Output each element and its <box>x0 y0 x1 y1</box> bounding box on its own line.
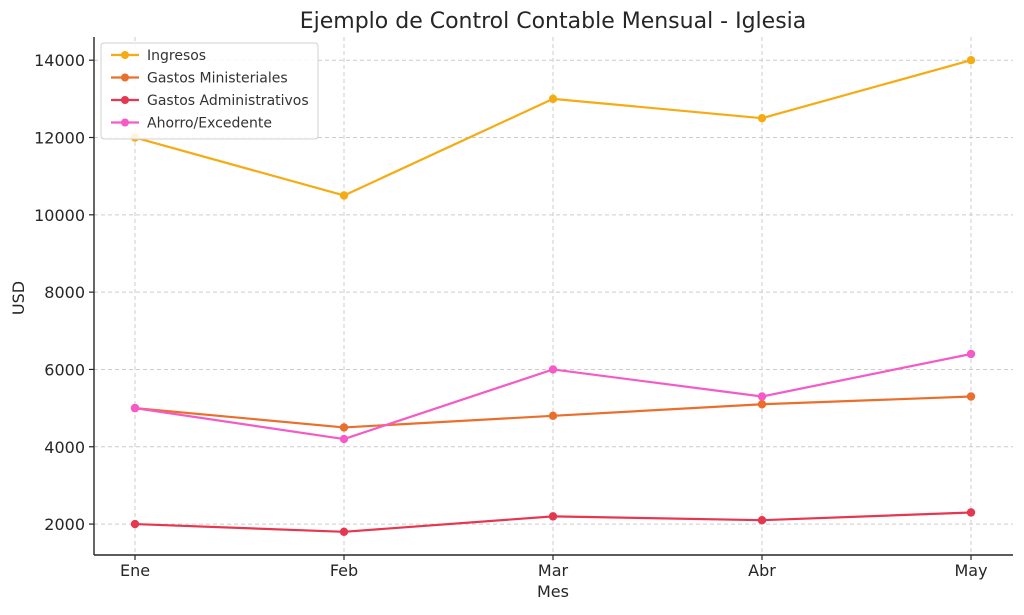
legend-label: Gastos Administrativos <box>147 93 309 109</box>
data-point <box>757 516 767 525</box>
data-point <box>966 508 976 517</box>
y-tick-label: 10000 <box>34 206 85 225</box>
data-point <box>339 527 349 537</box>
data-point <box>130 403 140 413</box>
x-axis-label: Mes <box>537 582 569 601</box>
data-point <box>339 191 349 200</box>
data-point <box>548 365 558 374</box>
y-tick-label: 6000 <box>44 360 85 379</box>
legend-label: Ingresos <box>147 48 206 64</box>
data-point <box>548 512 558 521</box>
legend-swatch-marker <box>121 51 129 59</box>
y-tick-label: 4000 <box>44 438 85 457</box>
x-tick-label: Mar <box>538 561 569 580</box>
data-point <box>757 400 767 409</box>
data-point <box>548 94 558 104</box>
data-point <box>966 392 976 401</box>
data-point <box>966 55 976 65</box>
data-point <box>757 392 767 401</box>
legend-label: Ahorro/Excedente <box>147 116 272 132</box>
x-tick-label: Feb <box>330 561 358 580</box>
legend: Ingresos Gastos Ministeriales Gastos Admin… <box>100 42 319 140</box>
grid-lines <box>94 37 1013 555</box>
y-axis-label: USD <box>9 281 28 315</box>
data-point <box>339 434 349 444</box>
y-tick-label: 2000 <box>44 515 85 534</box>
chart-title: Ejemplo de Control Contable Mensual - Ig… <box>300 9 807 34</box>
data-point <box>548 411 558 421</box>
legend-label: Gastos Ministeriales <box>147 71 288 87</box>
legend-box <box>100 42 319 140</box>
x-tick-label: Ene <box>120 561 150 580</box>
x-tick-label: May <box>954 561 987 580</box>
data-point <box>339 423 349 432</box>
series-lines <box>130 55 976 537</box>
data-point <box>130 519 140 529</box>
data-point <box>966 349 976 359</box>
series-2 <box>130 508 976 537</box>
legend-swatch-marker <box>121 96 129 104</box>
y-tick-label: 8000 <box>44 283 85 302</box>
data-point <box>757 113 767 123</box>
legend-swatch-marker <box>121 73 129 82</box>
y-tick-label: 14000 <box>34 51 85 70</box>
legend-swatch-marker <box>121 118 129 127</box>
axes: 2000 4000 6000 8000 10000 12000 14000 Ene Feb Mar… <box>34 37 1013 580</box>
y-tick-label: 12000 <box>34 129 85 148</box>
series-3 <box>130 349 976 444</box>
x-tick-label: Abr <box>748 561 776 580</box>
